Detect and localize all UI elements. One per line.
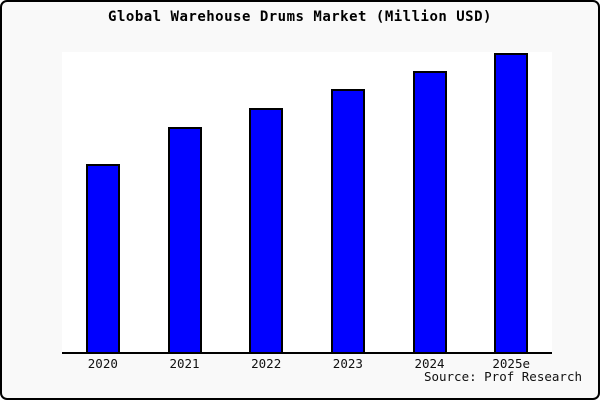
bars-container [62,52,552,352]
x-tick-label-2024: 2024 [414,356,445,371]
bar-2023 [330,89,365,352]
bar-slot [62,52,144,352]
x-tick-label-2020: 2020 [87,356,118,371]
plot-area [62,52,552,354]
bar-2024 [412,71,447,352]
x-tick-label-2022: 2022 [251,356,282,371]
x-tick-label-2023: 2023 [332,356,363,371]
x-tick-label-2021: 2021 [169,356,200,371]
x-axis-labels: 2020 2021 2022 2023 2024 2025e [62,356,552,371]
bar-2020 [85,164,120,352]
bar-2021 [167,127,202,352]
bar-slot [144,52,226,352]
x-tick-label-2025e: 2025e [492,356,531,371]
x-axis-line [62,352,552,354]
source-credit: Source: Prof Research [423,369,582,384]
chart-title: Global Warehouse Drums Market (Million U… [108,9,492,25]
bar-2025e [494,53,529,352]
bar-2022 [249,108,284,352]
bar-slot [389,52,471,352]
bar-slot [307,52,389,352]
bar-slot [225,52,307,352]
bar-slot [470,52,552,352]
